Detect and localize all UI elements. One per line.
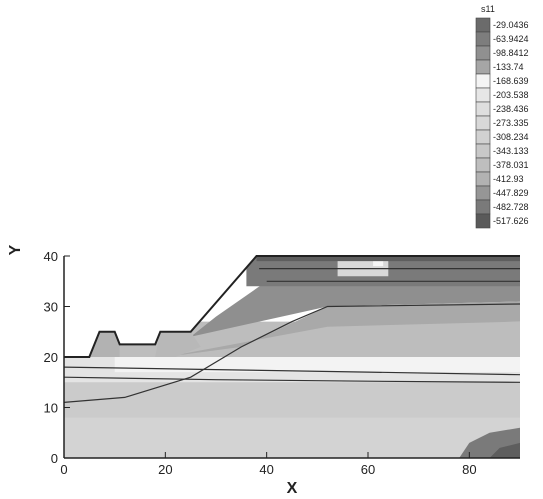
legend-swatch — [475, 213, 491, 229]
layer-line-1 — [63, 376, 521, 383]
x-tick-label: 40 — [259, 462, 273, 477]
legend-label: -273.335 — [493, 118, 529, 128]
legend-swatch — [475, 87, 491, 103]
legend-items: -29.0436 -63.9424 -98.8412 -133.74 -168.639 -… — [475, 17, 529, 229]
legend-label: -29.0436 — [493, 20, 529, 30]
legend-swatch — [475, 45, 491, 61]
legend: s11 -29.0436 -63.9424 -98.8412 -133.74 -168.… — [475, 4, 529, 229]
y-tick-label: 30 — [44, 300, 58, 315]
x-tick-label: 0 — [60, 462, 67, 477]
legend-label: -447.829 — [493, 188, 529, 198]
axes: 0 20 40 60 80 0 10 20 30 40 X Y — [7, 244, 520, 497]
legend-swatch — [475, 171, 491, 187]
y-tick-label: 40 — [44, 249, 58, 264]
x-tick-label: 60 — [361, 462, 375, 477]
legend-label: -482.728 — [493, 202, 529, 212]
layer-line-2 — [63, 303, 521, 403]
legend-label: -378.031 — [493, 160, 529, 170]
y-tick-label: 20 — [44, 350, 58, 365]
legend-swatch — [475, 185, 491, 201]
x-tick-label: 20 — [158, 462, 172, 477]
legend-label: -308.234 — [493, 132, 529, 142]
legend-swatch — [475, 115, 491, 131]
y-tick-label: 10 — [44, 401, 58, 416]
legend-label: -98.8412 — [493, 48, 529, 58]
y-axis-title: Y — [7, 244, 24, 255]
legend-label: -63.9424 — [493, 34, 529, 44]
slope-outline — [64, 255, 520, 358]
legend-title: s11 — [481, 4, 495, 14]
legend-swatch — [475, 157, 491, 173]
band-slope-inner — [165, 301, 520, 357]
x-ticks: 0 20 40 60 80 — [60, 452, 477, 477]
legend-label: -203.538 — [493, 90, 529, 100]
band-bright — [114, 357, 520, 373]
legend-label: -168.639 — [493, 76, 529, 86]
band-mid-step — [155, 331, 201, 357]
legend-label: -517.626 — [493, 216, 529, 226]
legend-swatch — [475, 31, 491, 47]
layer-lines — [63, 268, 521, 403]
band-slope-mid — [190, 281, 520, 337]
x-tick-label: 80 — [462, 462, 476, 477]
legend-swatch — [475, 143, 491, 159]
legend-swatch — [475, 129, 491, 145]
legend-swatch — [475, 17, 491, 33]
y-ticks: 0 10 20 30 40 — [44, 249, 70, 466]
contour-fill — [64, 256, 520, 458]
band-lower — [64, 377, 520, 418]
legend-swatch — [475, 199, 491, 215]
x-axis-title: X — [287, 480, 298, 497]
legend-label: -412.93 — [493, 174, 524, 184]
y-tick-label: 0 — [51, 451, 58, 466]
legend-label: -343.133 — [493, 146, 529, 156]
band-toe-darker — [489, 442, 520, 458]
layer-line-0 — [63, 366, 521, 376]
legend-swatch — [475, 101, 491, 117]
legend-label: -133.74 — [493, 62, 524, 72]
legend-swatch — [475, 73, 491, 89]
band-left-step — [89, 331, 120, 357]
legend-label: -238.436 — [493, 104, 529, 114]
legend-swatch — [475, 59, 491, 75]
